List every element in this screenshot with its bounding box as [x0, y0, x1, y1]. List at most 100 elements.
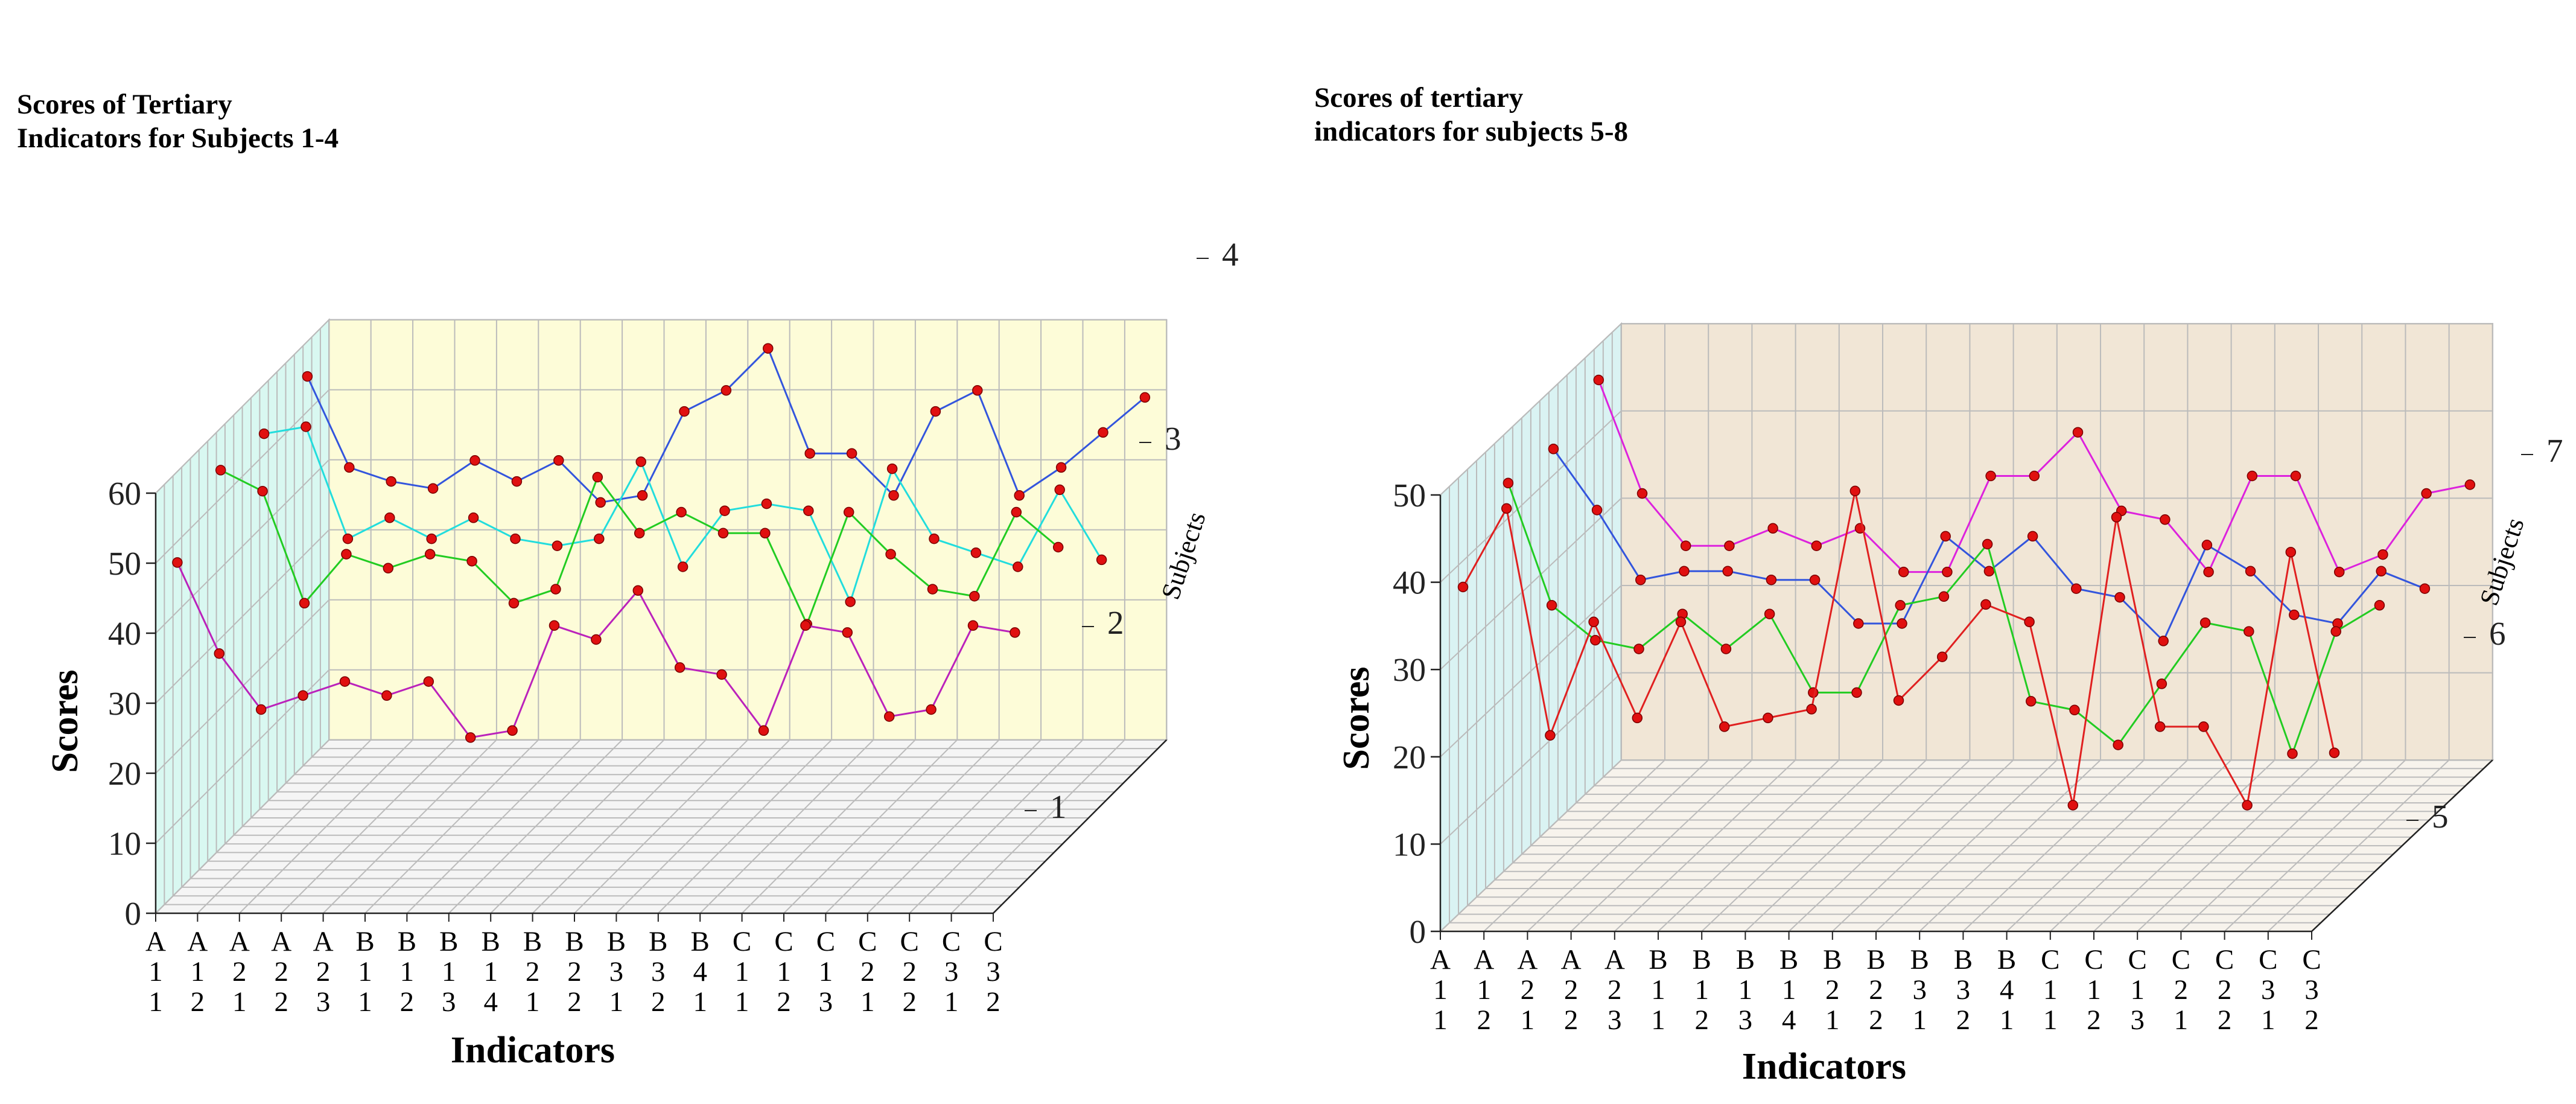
- data-point: [1503, 477, 1514, 489]
- y-tick-label: 40: [108, 615, 141, 652]
- depth-gridline: [1476, 461, 2348, 898]
- x-axis-title: Indicators: [451, 1030, 615, 1071]
- x-tick-label: B: [1823, 944, 1842, 975]
- depth-gridline: [319, 328, 1158, 750]
- x-tick-label: 1: [526, 986, 540, 1018]
- data-point: [634, 528, 645, 539]
- data-point: [2290, 470, 2301, 482]
- x-tick-label: 3: [819, 986, 833, 1018]
- x-tick-label: C: [2084, 944, 2103, 975]
- data-point: [258, 428, 270, 439]
- x-tick-label: 3: [316, 986, 331, 1018]
- data-point: [969, 590, 980, 602]
- x-tick-label: 1: [232, 986, 247, 1018]
- x-tick-label: 1: [1521, 1004, 1535, 1036]
- x-tick-label: 1: [1694, 974, 1709, 1006]
- data-point: [507, 725, 518, 736]
- x-tick-label: 1: [735, 986, 749, 1018]
- data-point: [674, 662, 685, 673]
- data-point: [2287, 748, 2298, 759]
- data-point: [2072, 427, 2084, 438]
- depth-gridline: [1530, 409, 2402, 847]
- x-tick-label: C: [816, 926, 835, 957]
- data-point: [929, 533, 940, 544]
- depth-tick-label: 4: [1222, 236, 1239, 273]
- data-point: [758, 725, 769, 736]
- x-tick-label: 2: [1564, 974, 1579, 1006]
- data-point: [2026, 696, 2037, 707]
- x-tick-label: 1: [2000, 1004, 2014, 1036]
- data-point: [1545, 730, 1556, 741]
- data-point: [339, 676, 351, 687]
- x-tick-label: 1: [483, 956, 498, 988]
- chart-title-line: Scores of Tertiary: [17, 89, 232, 120]
- data-point: [1811, 540, 1822, 551]
- depth-gridline: [1521, 418, 2393, 855]
- data-point: [424, 549, 436, 560]
- x-tick-label: C: [2172, 944, 2190, 975]
- depth-gridline: [1493, 443, 2366, 881]
- depth-gridline: [215, 432, 1054, 854]
- depth-gridline: [233, 415, 1072, 836]
- x-tick-label: 1: [1433, 974, 1448, 1006]
- data-point: [465, 732, 476, 743]
- depth-gridline: [1467, 469, 2339, 907]
- data-point: [1985, 470, 1996, 482]
- x-tick-label: 1: [1651, 974, 1665, 1006]
- x-tick-label: 2: [860, 956, 875, 988]
- x-tick-label: B: [1649, 944, 1667, 975]
- data-point: [1011, 506, 1022, 518]
- data-point: [846, 448, 857, 459]
- x-tick-label: 1: [819, 956, 833, 988]
- x-tick-label: 2: [986, 986, 1000, 1018]
- data-point: [888, 490, 899, 501]
- x-tick-label: 1: [1477, 974, 1491, 1006]
- depth-gridline: [285, 363, 1124, 784]
- data-point: [257, 485, 268, 497]
- data-point: [2071, 583, 2082, 594]
- data-point: [2201, 540, 2213, 550]
- data-point: [926, 704, 937, 715]
- data-point: [1636, 488, 1648, 499]
- x-tick-label: B: [1779, 944, 1798, 975]
- depth-gridline: [172, 476, 1011, 897]
- data-point: [1940, 531, 1951, 542]
- depth-gridline: [224, 424, 1063, 845]
- data-point: [679, 406, 690, 417]
- data-point: [1893, 695, 1904, 706]
- x-tick-label: 2: [902, 986, 917, 1018]
- depth-gridline: [1512, 426, 2384, 864]
- x-tick-label: 3: [442, 986, 456, 1018]
- depth-gridline: [293, 354, 1132, 776]
- x-tick-label: 3: [2261, 974, 2275, 1006]
- data-point: [930, 406, 941, 417]
- data-point: [716, 669, 727, 680]
- data-point: [1591, 505, 1603, 515]
- x-tick-label: A: [229, 926, 250, 957]
- x-axis-title: Indicators: [1742, 1046, 1906, 1087]
- x-tick-label: 2: [274, 986, 288, 1018]
- x-tick-label: 2: [2304, 1004, 2319, 1036]
- x-tick-label: B: [691, 926, 710, 957]
- y-tick-label: 30: [1393, 651, 1426, 688]
- data-point: [1679, 566, 1690, 577]
- data-point: [1457, 581, 1469, 593]
- depth-gridline: [207, 441, 1046, 862]
- data-point: [2285, 546, 2297, 558]
- x-tick-label: 2: [1564, 1004, 1579, 1036]
- data-point: [511, 476, 523, 487]
- data-point: [761, 498, 772, 509]
- data-point: [550, 584, 561, 595]
- depth-gridline: [241, 406, 1080, 828]
- data-point: [468, 512, 479, 523]
- data-point: [1548, 444, 1559, 455]
- x-tick-label: C: [2302, 944, 2321, 975]
- y-tick-label: 50: [1393, 477, 1426, 514]
- x-tick-label: 2: [1956, 1004, 1971, 1036]
- x-tick-label: 1: [2043, 974, 2058, 1006]
- data-point: [1675, 616, 1687, 628]
- depth-gridline: [1620, 324, 2493, 761]
- data-point: [635, 456, 646, 467]
- x-tick-label: 2: [567, 956, 582, 988]
- data-point: [381, 690, 392, 701]
